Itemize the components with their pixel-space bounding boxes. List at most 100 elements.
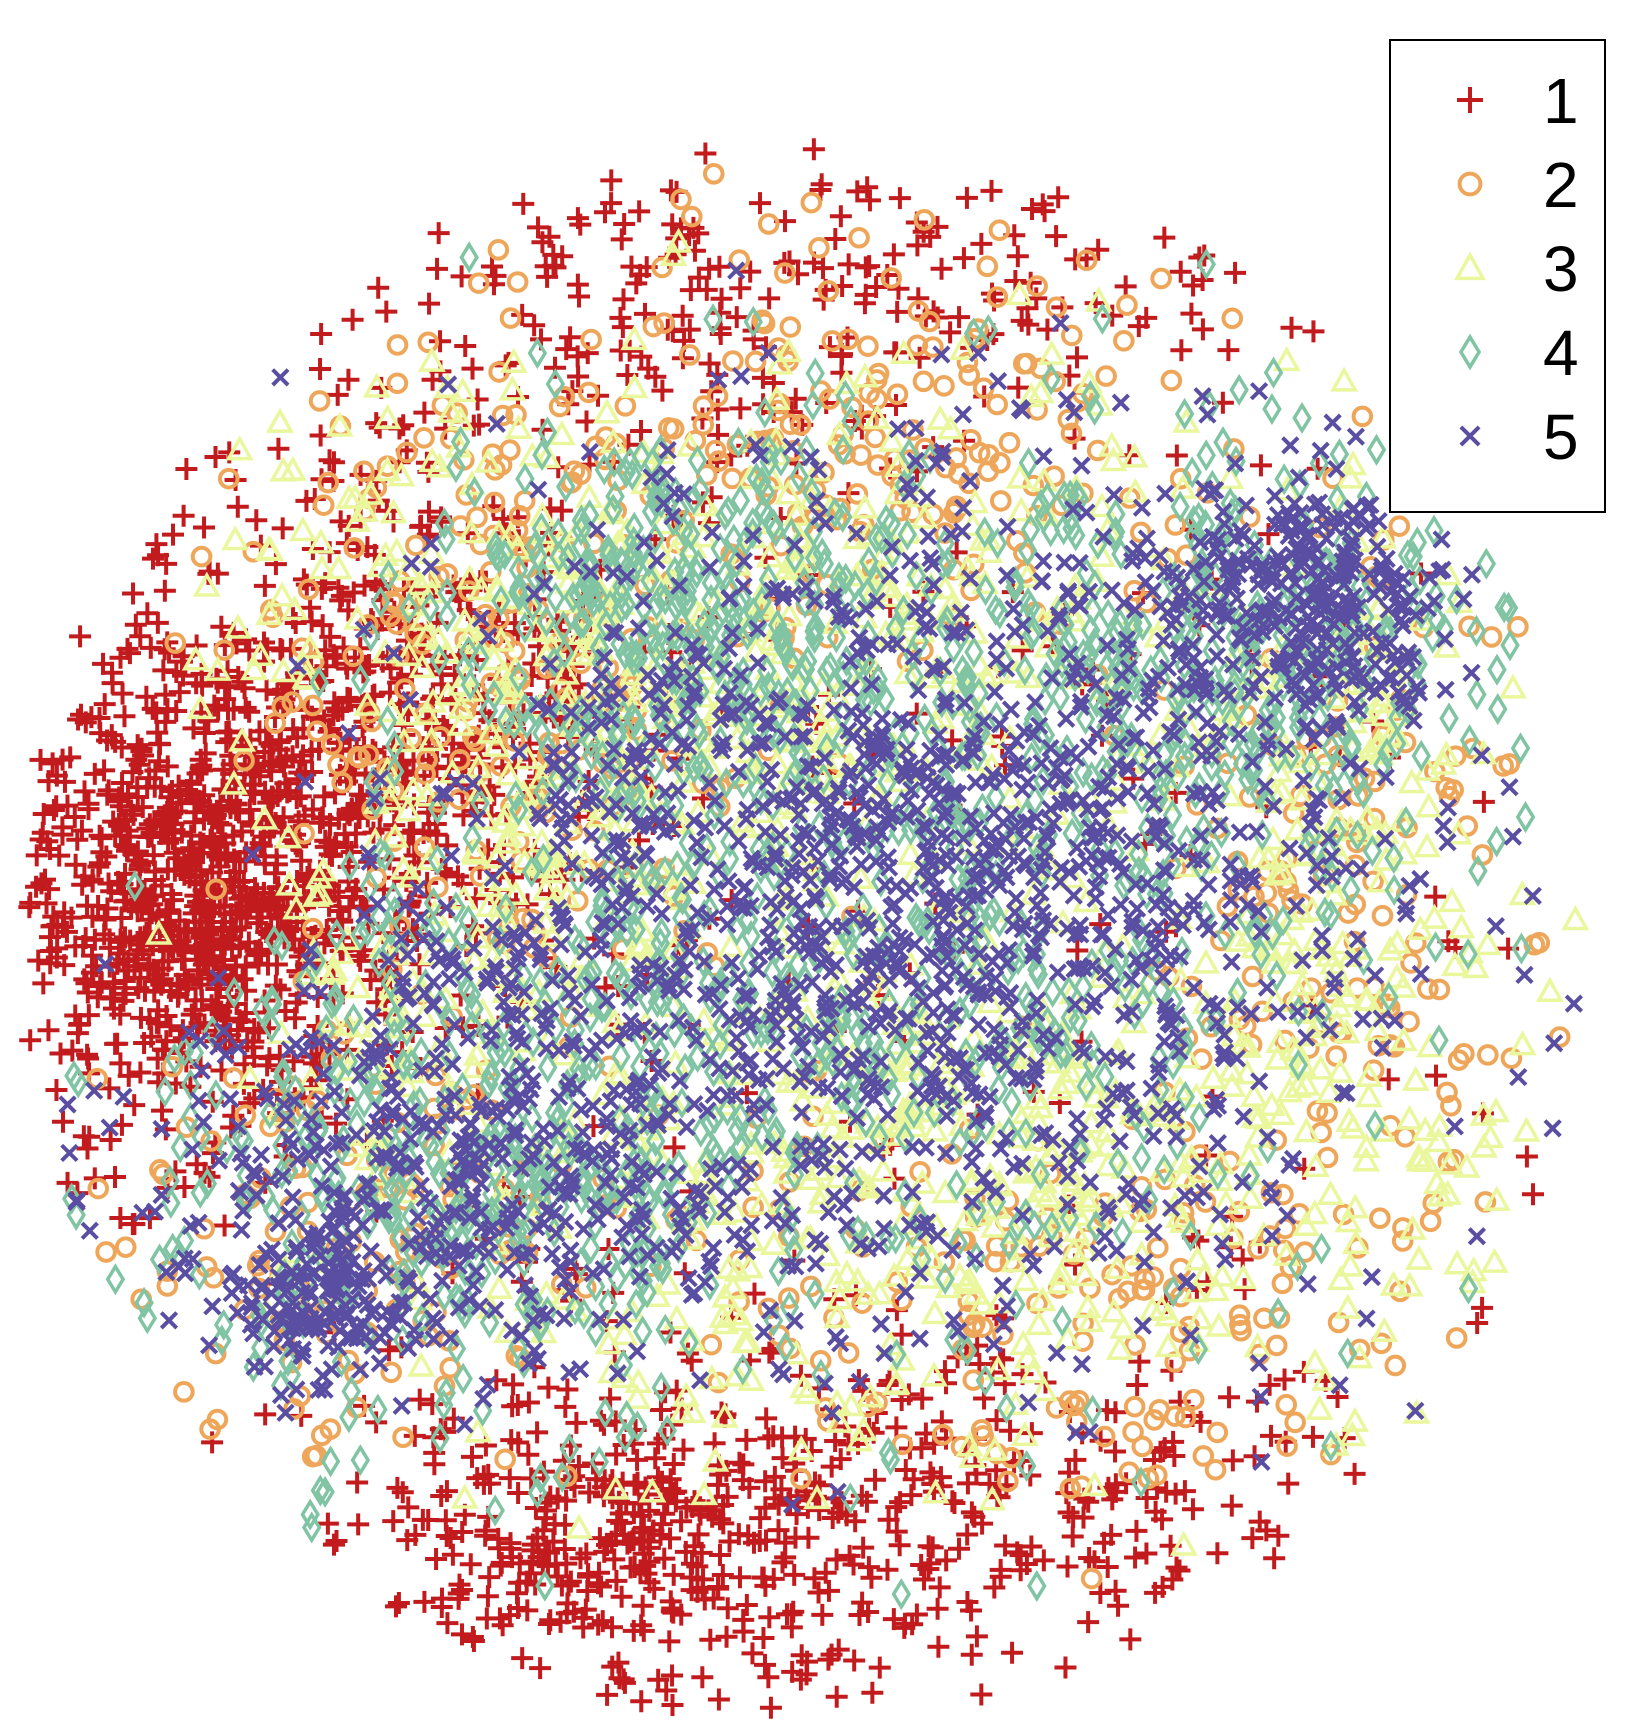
point-series-3 bbox=[1191, 948, 1220, 974]
point-series-1 bbox=[567, 1455, 590, 1478]
point-series-1 bbox=[752, 1627, 775, 1650]
point-series-1 bbox=[52, 1110, 75, 1133]
point-series-1 bbox=[1258, 1373, 1281, 1396]
point-series-1 bbox=[716, 1597, 739, 1620]
point-series-2 bbox=[986, 393, 1008, 416]
point-series-1 bbox=[245, 509, 268, 532]
point-series-1 bbox=[1224, 261, 1247, 284]
point-series-1 bbox=[749, 1507, 772, 1530]
point-series-1 bbox=[523, 314, 546, 337]
point-series-1 bbox=[864, 1468, 887, 1491]
point-series-1 bbox=[485, 1369, 508, 1392]
point-series-1 bbox=[889, 1491, 912, 1514]
point-series-1 bbox=[286, 726, 309, 749]
point-series-1 bbox=[139, 636, 162, 659]
point-series-1 bbox=[423, 1453, 446, 1476]
point-series-1 bbox=[638, 1550, 661, 1573]
point-series-1 bbox=[729, 397, 752, 420]
point-series-1 bbox=[1064, 248, 1087, 271]
point-series-1 bbox=[811, 1603, 834, 1626]
point-series-2 bbox=[722, 350, 744, 372]
point-series-1 bbox=[1249, 454, 1272, 477]
point-series-1 bbox=[1218, 1386, 1241, 1409]
point-series-1 bbox=[612, 1668, 635, 1691]
point-series-2 bbox=[506, 271, 529, 293]
point-series-1 bbox=[905, 1603, 928, 1626]
point-series-1 bbox=[260, 760, 283, 783]
point-series-1 bbox=[450, 1623, 473, 1646]
point-series-1 bbox=[572, 1616, 595, 1639]
point-series-1 bbox=[193, 721, 216, 744]
point-series-1 bbox=[741, 1642, 764, 1665]
point-series-1 bbox=[649, 1523, 672, 1546]
point-series-1 bbox=[1471, 1296, 1494, 1319]
point-series-1 bbox=[725, 306, 748, 329]
point-series-1 bbox=[824, 1430, 847, 1453]
point-series-2 bbox=[1388, 515, 1411, 537]
point-series-1 bbox=[114, 982, 137, 1005]
point-series-1 bbox=[759, 1696, 782, 1719]
point-series-1 bbox=[1220, 1494, 1243, 1517]
point-series-1 bbox=[61, 1039, 84, 1062]
point-series-1 bbox=[1168, 1559, 1191, 1582]
point-series-1 bbox=[90, 971, 113, 994]
point-series-1 bbox=[1126, 1374, 1149, 1397]
point-series-1 bbox=[145, 533, 168, 556]
point-series-1 bbox=[683, 1535, 706, 1558]
point-series-1 bbox=[527, 216, 550, 239]
point-series-1 bbox=[67, 708, 90, 731]
point-series-1 bbox=[1101, 304, 1124, 327]
point-series-1 bbox=[210, 615, 233, 638]
point-series-1 bbox=[606, 1509, 629, 1532]
point-series-3 bbox=[1473, 929, 1502, 956]
point-series-1 bbox=[993, 1373, 1016, 1396]
point-series-3 bbox=[1480, 1247, 1509, 1273]
point-series-1 bbox=[542, 243, 565, 266]
point-series-2 bbox=[386, 372, 409, 395]
point-series-1 bbox=[346, 1471, 369, 1494]
point-series-1 bbox=[568, 285, 591, 308]
point-series-1 bbox=[93, 693, 116, 716]
point-series-1 bbox=[910, 1554, 933, 1577]
point-series-1 bbox=[109, 795, 132, 818]
point-series-1 bbox=[671, 304, 694, 327]
point-series-2 bbox=[808, 237, 830, 259]
point-series-1 bbox=[311, 614, 334, 637]
point-series-1 bbox=[735, 1428, 758, 1451]
point-series-1 bbox=[1273, 1368, 1296, 1391]
point-series-1 bbox=[885, 1416, 908, 1439]
point-series-2 bbox=[1221, 307, 1244, 330]
point-series-1 bbox=[42, 799, 65, 822]
point-series-1 bbox=[271, 517, 294, 540]
point-series-1 bbox=[140, 902, 163, 925]
point-series-1 bbox=[133, 979, 156, 1002]
point-series-1 bbox=[930, 257, 953, 280]
point-series-1 bbox=[774, 1546, 797, 1569]
point-series-3 bbox=[1009, 1329, 1038, 1355]
point-series-1 bbox=[1107, 1594, 1130, 1617]
point-series-1 bbox=[483, 783, 506, 806]
point-series-3 bbox=[1183, 1245, 1212, 1271]
point-series-1 bbox=[336, 802, 359, 825]
point-series-1 bbox=[117, 959, 140, 982]
point-series-1 bbox=[386, 1476, 409, 1499]
point-series-1 bbox=[630, 1690, 653, 1713]
point-series-1 bbox=[53, 954, 76, 977]
point-series-2 bbox=[580, 328, 602, 351]
point-series-1 bbox=[122, 582, 145, 605]
point-series-1 bbox=[858, 189, 881, 212]
point-series-1 bbox=[260, 785, 283, 808]
point-series-1 bbox=[110, 736, 133, 759]
point-series-1 bbox=[861, 1681, 884, 1704]
point-series-1 bbox=[1522, 1183, 1545, 1206]
point-series-1 bbox=[126, 840, 149, 863]
point-series-3 bbox=[1535, 976, 1564, 1002]
point-series-1 bbox=[749, 192, 772, 215]
point-series-1 bbox=[1089, 1581, 1112, 1604]
point-series-1 bbox=[284, 1007, 307, 1030]
point-series-1 bbox=[45, 1078, 68, 1101]
point-series-1 bbox=[402, 749, 425, 772]
point-series-1 bbox=[184, 801, 207, 824]
point-series-2 bbox=[989, 490, 1012, 512]
point-series-1 bbox=[605, 1443, 628, 1466]
